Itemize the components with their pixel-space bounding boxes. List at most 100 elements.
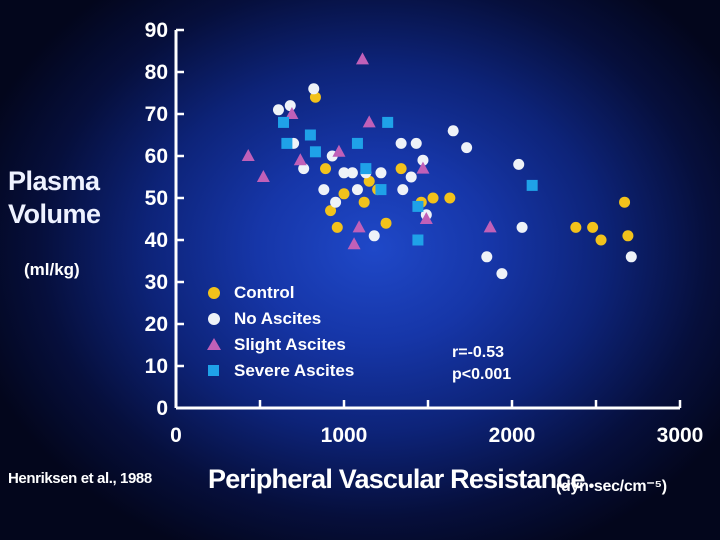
axes: 0 10 20 30 40 50 60 70 80 90 0 1000 2000 3000 xyxy=(145,19,704,447)
data-point xyxy=(587,221,599,233)
data-point xyxy=(298,163,310,175)
data-point xyxy=(304,129,316,141)
y-axis-units: (ml/kg) xyxy=(24,260,80,279)
data-point xyxy=(595,234,607,246)
data-point xyxy=(412,234,424,246)
data-point xyxy=(619,196,631,208)
correlation-r: r=-0.53 xyxy=(452,344,505,361)
pink-triangle-icon xyxy=(206,337,222,353)
y-tick-label: 90 xyxy=(145,19,168,42)
legend-item-severe-ascites: Severe Ascites xyxy=(206,358,354,384)
data-point xyxy=(375,167,387,179)
data-point xyxy=(622,230,634,242)
x-tick-label: 1000 xyxy=(321,424,368,447)
data-point xyxy=(346,167,358,179)
data-point xyxy=(419,212,433,224)
data-point xyxy=(360,163,372,175)
data-point xyxy=(382,116,394,128)
x-axis-label: Peripheral Vascular Resistance xyxy=(208,464,586,494)
x-tick-label: 0 xyxy=(170,424,182,447)
data-point xyxy=(241,149,255,161)
data-point xyxy=(309,91,321,103)
data-point xyxy=(284,100,296,112)
data-point xyxy=(416,161,430,174)
data-point xyxy=(395,137,407,149)
data-point xyxy=(368,230,380,242)
data-point xyxy=(427,192,439,204)
y-tick-label: 70 xyxy=(145,103,168,126)
x-tick-label: 2000 xyxy=(489,424,536,447)
data-point xyxy=(351,137,363,149)
series-control xyxy=(309,91,634,246)
data-point xyxy=(318,184,330,196)
y-tick-label: 30 xyxy=(145,271,168,294)
data-point xyxy=(338,188,350,200)
legend-item-control: Control xyxy=(206,280,354,306)
data-point xyxy=(355,52,369,65)
data-point xyxy=(417,154,429,166)
data-point xyxy=(330,196,342,208)
blue-square-icon xyxy=(206,363,222,379)
series-no-ascites xyxy=(272,83,637,280)
data-point xyxy=(496,268,508,280)
x-tick-label: 3000 xyxy=(657,424,704,447)
series-severe-ascites xyxy=(278,116,538,246)
data-point xyxy=(397,184,409,196)
data-point xyxy=(285,107,299,119)
data-point xyxy=(278,116,290,128)
legend-label: Slight Ascites xyxy=(234,335,346,354)
data-point xyxy=(395,163,407,175)
legend: Control No Ascites Slight Ascites Severe… xyxy=(206,280,354,384)
data-point xyxy=(293,153,307,166)
data-point xyxy=(570,221,582,233)
x-axis-units: (dyn•sec/cm⁻⁵) xyxy=(556,478,667,495)
statistics: r=-0.53 p<0.001 xyxy=(452,342,511,386)
data-point xyxy=(481,251,493,263)
data-point xyxy=(331,221,343,233)
data-point xyxy=(320,163,332,175)
data-points xyxy=(241,52,637,280)
data-point xyxy=(308,83,320,95)
y-tick-label: 0 xyxy=(156,397,168,420)
legend-label: No Ascites xyxy=(234,309,322,328)
data-point xyxy=(272,104,284,116)
data-point xyxy=(405,171,417,183)
white-circle-icon xyxy=(206,311,222,327)
legend-label: Severe Ascites xyxy=(234,361,355,380)
series-slight-ascites xyxy=(241,52,497,250)
data-point xyxy=(362,115,376,128)
data-point xyxy=(281,137,293,149)
y-tick-label: 20 xyxy=(145,313,168,336)
data-point xyxy=(410,137,422,149)
p-value: p<0.001 xyxy=(452,366,512,383)
data-point xyxy=(447,125,459,137)
data-point xyxy=(338,167,350,179)
data-point xyxy=(256,170,270,182)
y-tick-label: 10 xyxy=(145,355,168,378)
data-point xyxy=(625,251,637,263)
data-point xyxy=(347,237,361,250)
legend-item-slight-ascites: Slight Ascites xyxy=(206,332,354,358)
data-point xyxy=(309,146,321,158)
y-axis-label-line1: Plasma xyxy=(8,166,100,196)
data-point xyxy=(526,179,538,191)
data-point xyxy=(352,220,366,233)
data-point xyxy=(332,144,346,157)
legend-item-no-ascites: No Ascites xyxy=(206,306,354,332)
legend-label: Control xyxy=(234,283,295,302)
data-point xyxy=(351,184,363,196)
data-point xyxy=(325,205,337,217)
y-tick-label: 60 xyxy=(145,145,168,168)
y-axis-label-line2: Volume xyxy=(8,199,101,229)
data-point xyxy=(513,158,525,170)
data-point xyxy=(461,142,473,154)
citation: Henriksen et al., 1988 xyxy=(8,470,152,487)
y-tick-label: 50 xyxy=(145,187,168,210)
data-point xyxy=(375,184,387,196)
data-point xyxy=(412,200,424,212)
data-point xyxy=(516,221,528,233)
data-point xyxy=(363,175,375,187)
yellow-circle-icon xyxy=(206,285,222,301)
y-tick-label: 80 xyxy=(145,61,168,84)
data-point xyxy=(483,220,497,233)
